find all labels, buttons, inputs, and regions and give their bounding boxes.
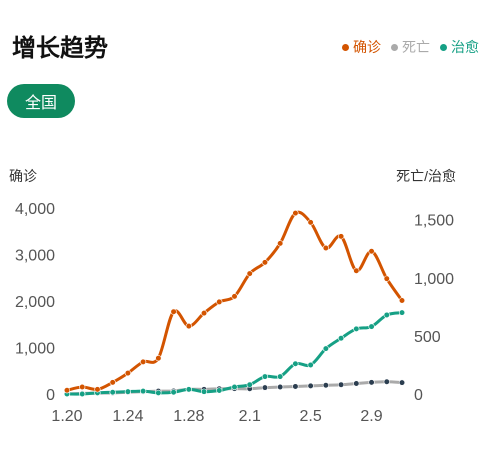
legend-dot-confirmed [342,43,349,51]
y-left-ticks: 0 1,000 2,000 3,000 4,000 [15,201,55,404]
data-point-confirmed [124,369,132,377]
data-point-deaths [383,378,390,385]
x-tick-label: 2.5 [300,408,322,425]
y-right-tick-label: 0 [414,387,423,404]
legend-item-recovered[interactable]: 治愈 [440,37,479,57]
data-point-recovered [337,335,345,342]
legend-item-deaths[interactable]: 死亡 [391,37,430,57]
data-point-confirmed [170,308,177,315]
data-point-confirmed [337,233,345,240]
data-point-confirmed [322,244,329,252]
data-point-deaths [292,383,299,390]
data-point-confirmed [398,297,406,304]
x-ticks: 1.20 1.24 1.28 2.1 2.5 2.9 [51,408,382,425]
y-right-tick-label: 1,500 [414,213,454,230]
chart-legend: 确诊 死亡 治愈 [342,37,479,57]
data-point-recovered [216,387,223,394]
data-point-recovered [140,387,147,395]
data-point-deaths [261,384,269,391]
data-point-confirmed [155,355,162,362]
data-point-recovered [383,311,390,319]
data-point-confirmed [292,210,299,217]
data-point-recovered [368,323,375,330]
data-point-deaths [337,381,345,388]
data-point-confirmed [109,379,116,386]
y-right-tick-label: 500 [414,329,441,346]
data-point-confirmed [63,387,71,394]
data-point-recovered [185,386,192,393]
data-point-confirmed [353,267,360,274]
data-point-confirmed [231,293,238,300]
data-point-deaths [398,379,406,386]
data-point-recovered [246,381,253,388]
y-left-tick-label: 3,000 [15,248,55,265]
legend-label-recovered: 治愈 [451,39,479,55]
data-point-recovered [170,389,177,396]
legend-label-confirmed: 确诊 [353,39,381,55]
y-left-tick-label: 0 [46,387,55,404]
data-point-confirmed [94,386,101,393]
y-right-ticks: 0 500 1,000 1,500 [414,213,454,404]
data-point-recovered [200,388,208,395]
legend-dot-recovered [440,43,447,51]
data-point-recovered [231,383,238,391]
y-left-tick-label: 1,000 [15,341,55,358]
series-line-recovered [65,311,404,396]
y-left-tick-label: 2,000 [15,294,55,311]
data-point-recovered [307,361,314,369]
x-tick-label: 1.24 [112,408,143,425]
data-point-recovered [353,325,360,333]
page-title: 增长趋势 [12,35,108,62]
legend-label-deaths: 死亡 [402,39,430,55]
series-points [63,210,406,398]
data-point-deaths [353,380,360,387]
data-point-recovered [292,360,299,367]
data-point-deaths [322,382,329,389]
x-tick-label: 1.20 [51,408,82,425]
data-point-recovered [109,389,116,396]
data-point-confirmed [246,270,253,277]
data-point-recovered [155,389,162,396]
x-tick-label: 2.1 [239,408,261,425]
y-right-tick-label: 1,000 [414,271,454,288]
y-axis-right-label: 死亡/治愈 [396,168,456,184]
data-point-confirmed [277,240,284,247]
data-point-confirmed [140,358,147,366]
series-line-confirmed [65,210,404,392]
data-point-deaths [368,379,375,386]
data-point-recovered [322,345,329,352]
y-axis-left-label: 确诊 [9,168,37,184]
data-point-confirmed [79,383,86,391]
data-point-recovered [398,309,406,316]
data-point-confirmed [368,248,375,255]
data-point-confirmed [307,219,314,226]
data-point-recovered [79,390,86,398]
data-point-deaths [307,382,314,389]
data-point-confirmed [216,298,223,306]
data-point-confirmed [185,323,192,330]
data-point-confirmed [383,275,390,282]
data-point-recovered [277,373,284,380]
series-lines [65,210,404,396]
data-point-deaths [277,383,284,391]
legend-dot-deaths [391,43,398,51]
x-tick-label: 2.9 [360,408,382,425]
data-point-recovered [124,388,132,395]
region-button-national[interactable]: 全国 [7,84,75,118]
data-point-confirmed [200,309,208,317]
x-tick-label: 1.28 [173,408,204,425]
data-point-confirmed [261,259,269,266]
data-point-recovered [261,373,269,380]
legend-item-confirmed[interactable]: 确诊 [342,37,381,57]
y-left-tick-label: 4,000 [15,201,55,218]
